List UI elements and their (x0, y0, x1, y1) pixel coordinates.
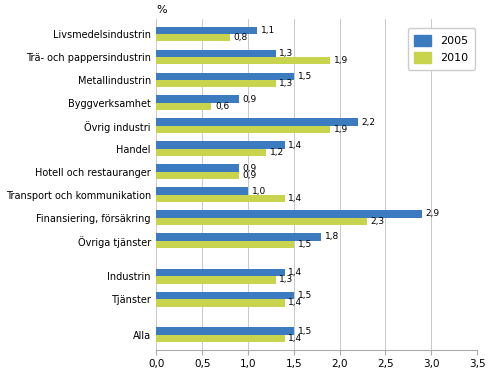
Text: 1,2: 1,2 (270, 148, 284, 157)
Bar (156, 210, 422, 218)
Bar (156, 269, 285, 276)
Text: 1,4: 1,4 (288, 334, 302, 343)
Bar (156, 103, 211, 110)
Text: 1,3: 1,3 (279, 79, 294, 88)
Bar (156, 327, 294, 335)
Bar (156, 50, 275, 57)
Text: 1,9: 1,9 (334, 56, 349, 65)
Bar (156, 335, 285, 342)
Text: 1,5: 1,5 (298, 72, 312, 81)
Text: 1,3: 1,3 (279, 49, 294, 58)
Bar (156, 217, 367, 225)
Text: 0,6: 0,6 (215, 102, 229, 111)
Legend: 2005, 2010: 2005, 2010 (408, 28, 475, 70)
Bar (156, 118, 358, 126)
Bar (156, 164, 239, 172)
Bar (156, 96, 239, 103)
Text: 0,8: 0,8 (233, 33, 247, 42)
Bar (156, 126, 330, 133)
Text: 2,2: 2,2 (362, 118, 376, 127)
Bar (156, 27, 257, 34)
Bar (156, 292, 294, 299)
Bar (156, 276, 275, 284)
Text: 0,9: 0,9 (243, 94, 257, 104)
Text: 2,9: 2,9 (426, 210, 440, 219)
Text: 2,3: 2,3 (371, 217, 385, 226)
Bar (156, 195, 285, 202)
Bar (156, 57, 330, 64)
Bar (156, 149, 266, 156)
Text: 1,5: 1,5 (298, 240, 312, 249)
Bar (156, 34, 230, 41)
Text: 1,5: 1,5 (298, 291, 312, 300)
Bar (156, 241, 294, 248)
Text: 1,8: 1,8 (325, 232, 339, 242)
Text: %: % (156, 5, 167, 15)
Text: 1,4: 1,4 (288, 141, 302, 150)
Text: 1,5: 1,5 (298, 327, 312, 336)
Text: 1,0: 1,0 (252, 186, 266, 195)
Text: 1,3: 1,3 (279, 275, 294, 284)
Text: 1,4: 1,4 (288, 298, 302, 307)
Text: 1,9: 1,9 (334, 125, 349, 134)
Bar (156, 72, 294, 80)
Bar (156, 80, 275, 87)
Bar (156, 172, 239, 179)
Text: 1,4: 1,4 (288, 268, 302, 277)
Bar (156, 233, 321, 241)
Bar (156, 299, 285, 306)
Bar (156, 188, 248, 195)
Text: 1,1: 1,1 (261, 26, 275, 35)
Text: 1,4: 1,4 (288, 194, 302, 203)
Text: 0,9: 0,9 (243, 171, 257, 180)
Text: 0,9: 0,9 (243, 164, 257, 172)
Bar (156, 141, 285, 149)
